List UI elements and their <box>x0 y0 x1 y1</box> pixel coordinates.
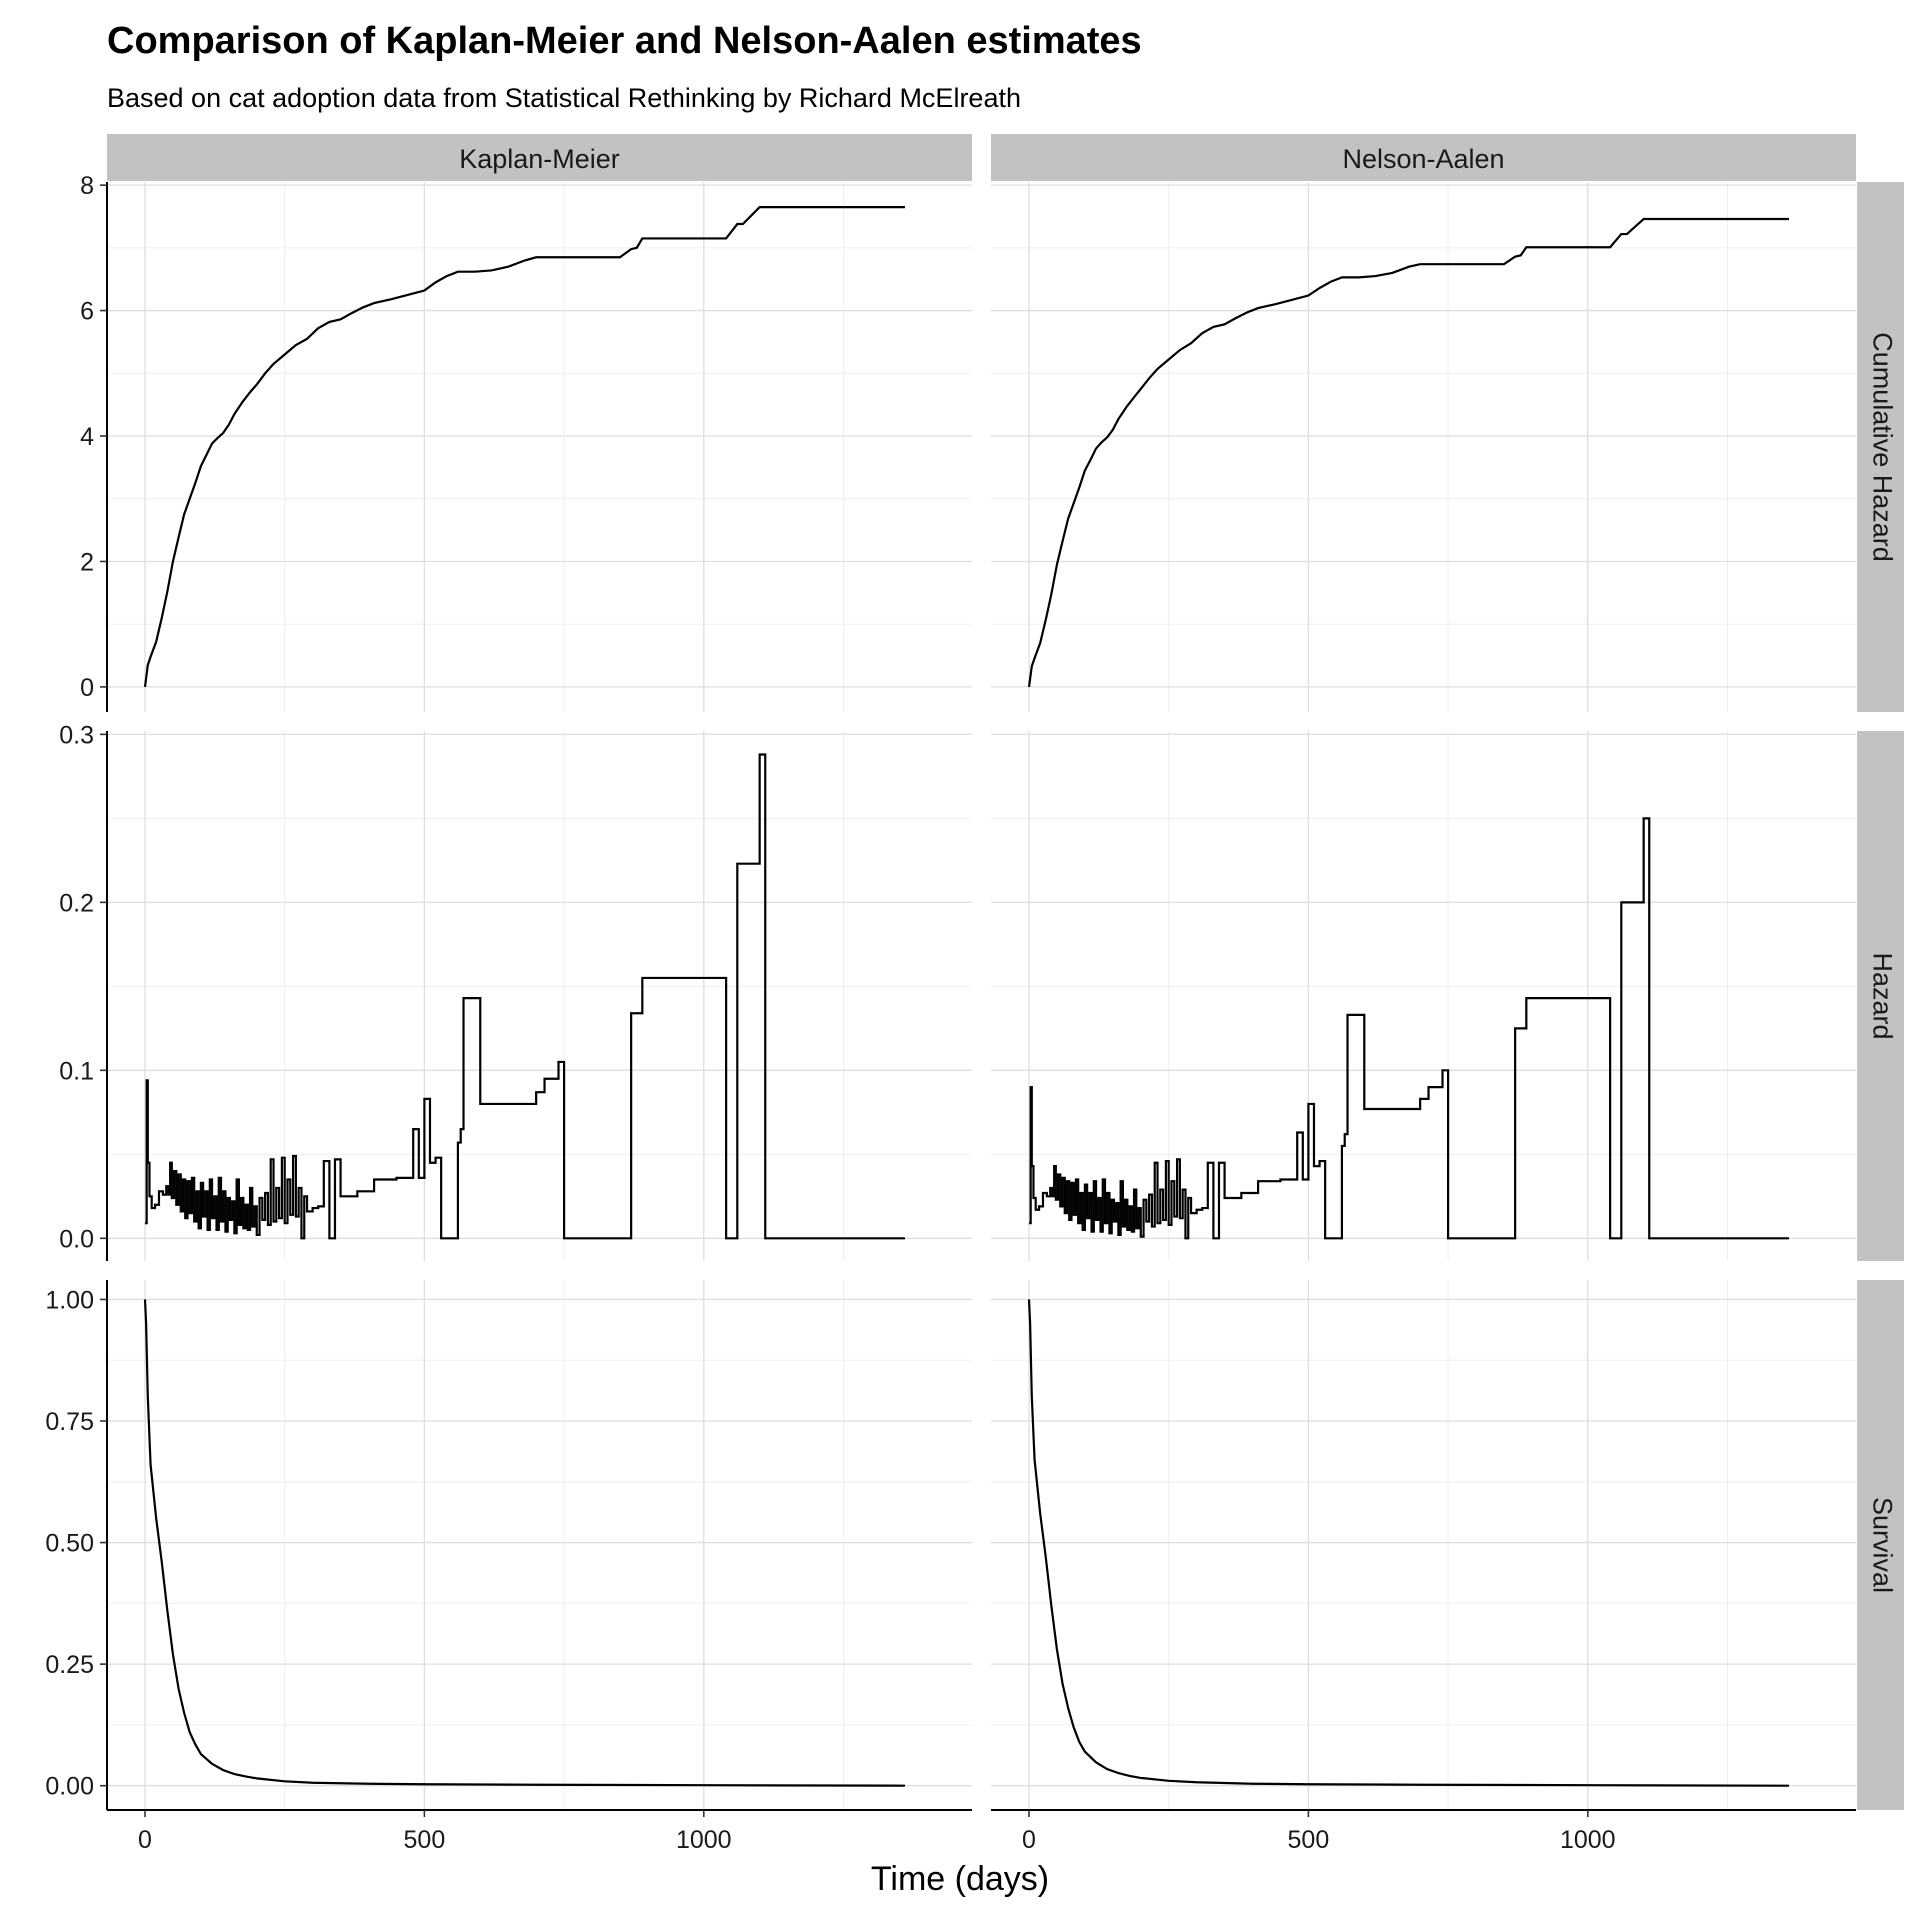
y-tick-label: 0.25 <box>45 1651 94 1679</box>
x-tick-label: 500 <box>404 1826 446 1854</box>
strip-cumulative-hazard <box>1857 182 1904 712</box>
series-line-kaplan-meier-survival <box>143 1299 905 1787</box>
y-tick-label: 0.0 <box>59 1225 94 1253</box>
strip-nelson-aalen <box>991 134 1856 181</box>
y-tick-label: 0.50 <box>45 1530 94 1558</box>
series-line-nelson-aalen-hazard <box>1029 817 1789 1240</box>
x-tick-label: 0 <box>1022 1826 1036 1854</box>
strip-survival <box>1857 1280 1904 1810</box>
y-tick-label: 0.00 <box>45 1773 94 1801</box>
x-axis-title: Time (days) <box>870 1860 1050 1898</box>
y-tick-label: 0.2 <box>59 889 94 917</box>
strip-label-survival: Survival <box>1867 1497 1897 1593</box>
strip-label-hazard: Hazard <box>1867 952 1897 1039</box>
y-tick-label: 4 <box>80 423 94 451</box>
strip-label-nelson-aalen: Nelson-Aalen <box>1342 144 1504 174</box>
series-line-nelson-aalen-cumulative-hazard <box>1027 217 1789 688</box>
strip-label-kaplan-meier: Kaplan-Meier <box>459 144 620 174</box>
y-tick-label: 1.00 <box>45 1286 94 1314</box>
y-tick-label: 0.1 <box>59 1057 94 1085</box>
strip-hazard <box>1857 731 1904 1261</box>
series-line-kaplan-meier-cumulative-hazard <box>143 205 905 688</box>
x-tick-label: 500 <box>1288 1826 1330 1854</box>
x-tick-label: 1000 <box>1560 1826 1616 1854</box>
chart-title: Comparison of Kaplan-Meier and Nelson-Aa… <box>107 20 1142 62</box>
x-tick-label: 0 <box>138 1826 152 1854</box>
y-tick-label: 8 <box>80 172 94 200</box>
series-line-kaplan-meier-hazard <box>145 753 905 1240</box>
y-tick-label: 6 <box>80 298 94 326</box>
strip-kaplan-meier <box>107 134 972 181</box>
strip-label-cumulative-hazard: Cumulative Hazard <box>1867 332 1897 562</box>
y-tick-label: 0.3 <box>59 721 94 749</box>
x-tick-label: 1000 <box>676 1826 732 1854</box>
series-line-nelson-aalen-survival <box>1027 1299 1789 1787</box>
y-tick-label: 0 <box>80 674 94 702</box>
y-tick-label: 2 <box>80 548 94 576</box>
chart-subtitle: Based on cat adoption data from Statisti… <box>107 83 1021 113</box>
y-tick-label: 0.75 <box>45 1408 94 1436</box>
